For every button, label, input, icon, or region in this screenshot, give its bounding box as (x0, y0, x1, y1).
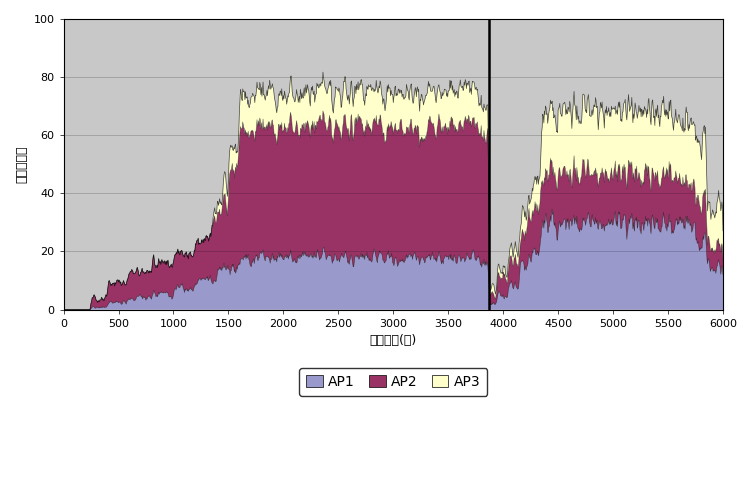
X-axis label: 共通時刻(秒): 共通時刻(秒) (370, 334, 417, 347)
Legend: AP1, AP2, AP3: AP1, AP2, AP3 (299, 368, 487, 396)
Y-axis label: 接続端末数: 接続端末数 (15, 145, 28, 183)
